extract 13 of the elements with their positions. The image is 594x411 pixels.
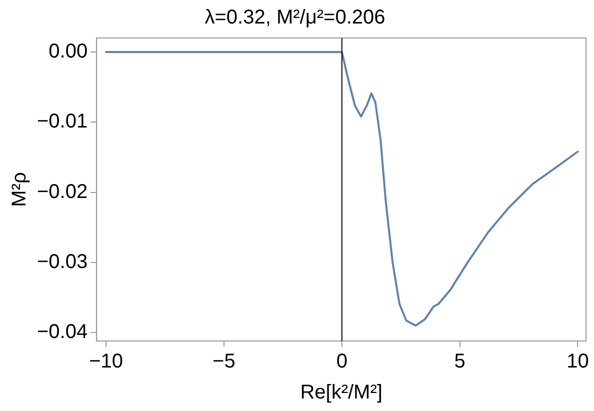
y-tick-label: −0.04 xyxy=(36,321,88,344)
x-tick-label: −10 xyxy=(89,350,124,373)
x-tick-label: 10 xyxy=(566,350,589,373)
y-tick-label: 0.00 xyxy=(48,40,88,63)
y-tick-label: −0.01 xyxy=(36,110,88,133)
y-axis-title: M²ρ xyxy=(8,172,31,207)
y-tick-label: −0.02 xyxy=(36,180,88,203)
x-tick-label: 0 xyxy=(336,350,348,373)
x-axis-title: Re[k²/M²] xyxy=(300,382,382,404)
x-tick-label: −5 xyxy=(212,350,236,373)
y-tick-label: −0.03 xyxy=(36,250,88,273)
x-tick-label: 5 xyxy=(454,350,466,373)
chart-title: λ=0.32, M²/μ²=0.206 xyxy=(204,6,386,29)
